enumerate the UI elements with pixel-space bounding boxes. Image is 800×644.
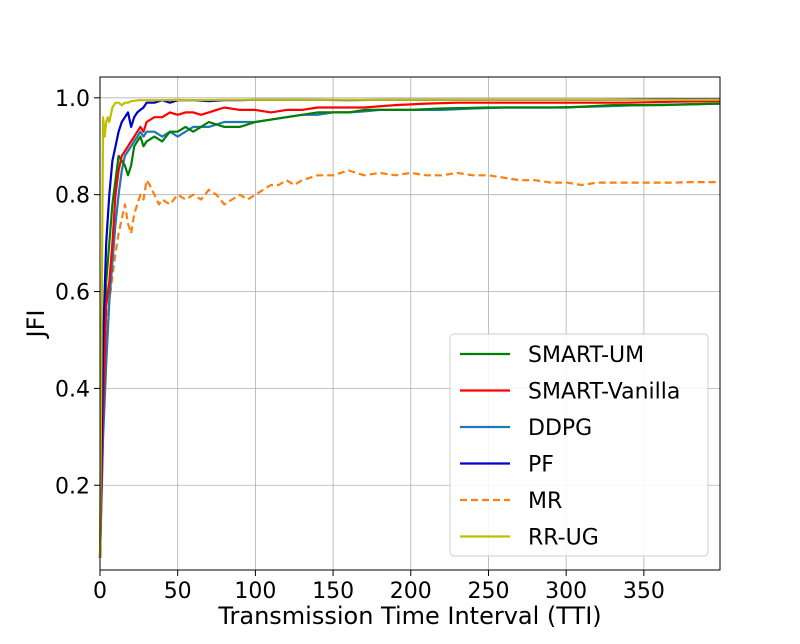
x-tick-label: 350 bbox=[623, 579, 665, 604]
plot-frame bbox=[99, 76, 721, 571]
y-axis-label: JFI bbox=[22, 310, 50, 340]
legend: SMART-UM SMART-Vanilla DDPG PF MR RR-UG bbox=[449, 333, 709, 557]
y-tick-label: 0.4 bbox=[55, 377, 90, 402]
legend-label: PF bbox=[528, 453, 554, 478]
series-line-rr-ug bbox=[98, 98, 720, 558]
legend-label: SMART-Vanilla bbox=[528, 380, 680, 405]
series-line-smart-vanilla bbox=[98, 100, 721, 558]
legend-box bbox=[449, 333, 709, 557]
x-tick-label: 50 bbox=[164, 579, 192, 604]
legend-label: RR-UG bbox=[528, 526, 599, 551]
legend-label: SMART-UM bbox=[528, 343, 644, 368]
y-tick-label: 0.6 bbox=[55, 281, 90, 306]
axis-ticks: 0 50 100 150 200 250 300 350 0.2 0.4 0.6 0.8 1.0 bbox=[55, 87, 665, 604]
x-tick-label: 250 bbox=[467, 579, 509, 604]
y-tick-label: 0.8 bbox=[55, 184, 90, 209]
x-tick-label: 150 bbox=[312, 579, 354, 604]
y-tick-label: 0.2 bbox=[55, 474, 90, 499]
x-tick-label: 100 bbox=[234, 579, 276, 604]
y-tick-label: 1.0 bbox=[55, 87, 90, 112]
x-tick-label: 200 bbox=[390, 579, 432, 604]
x-tick-label: 300 bbox=[545, 579, 587, 604]
x-tick-label: 0 bbox=[93, 579, 107, 604]
legend-label: MR bbox=[528, 489, 562, 514]
series-lines bbox=[98, 98, 721, 558]
series-line-mr bbox=[98, 169, 720, 558]
legend-label: DDPG bbox=[528, 416, 592, 441]
x-axis-label: Transmission Time Interval (TTI) bbox=[217, 602, 601, 630]
